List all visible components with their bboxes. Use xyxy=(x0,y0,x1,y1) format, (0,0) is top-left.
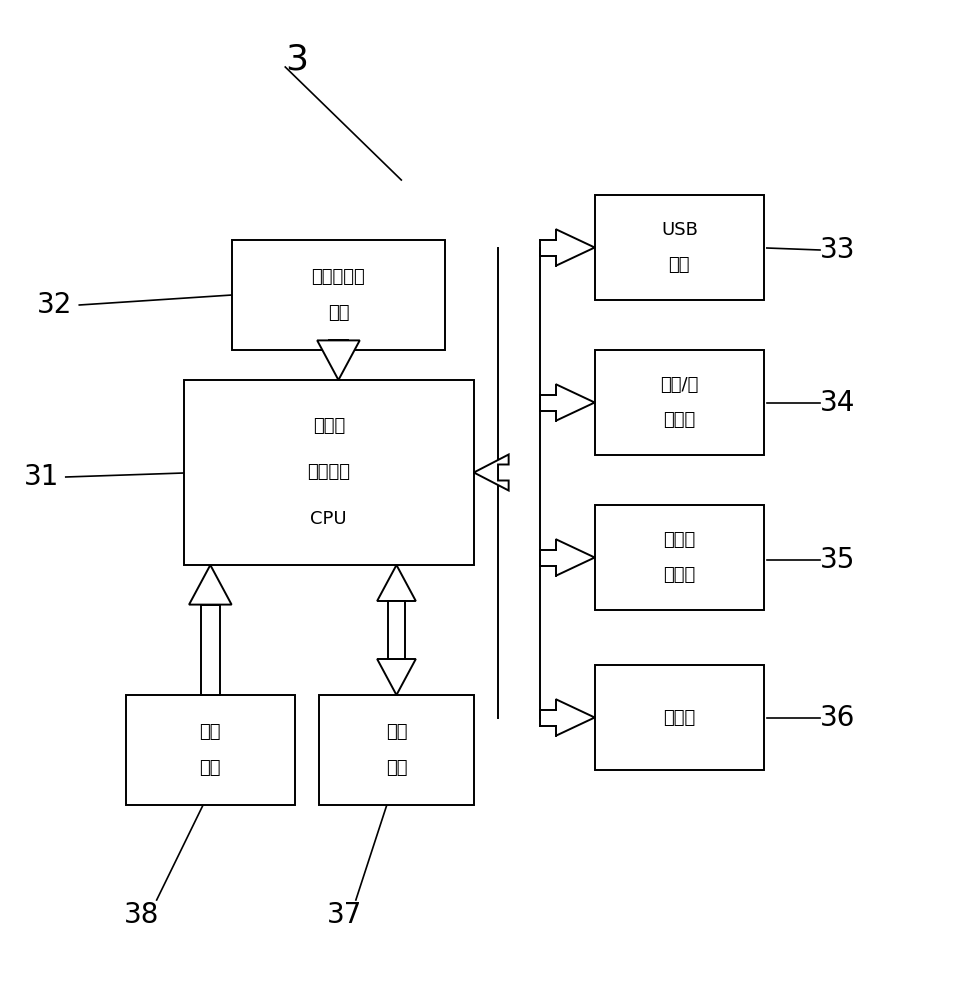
Bar xyxy=(201,605,220,695)
Bar xyxy=(388,601,405,659)
Text: 32: 32 xyxy=(37,291,73,319)
Text: 31: 31 xyxy=(24,463,60,491)
Text: 单片机: 单片机 xyxy=(312,417,345,435)
Bar xyxy=(595,195,764,300)
Text: 输出: 输出 xyxy=(668,256,690,274)
Text: 36: 36 xyxy=(820,704,856,732)
Polygon shape xyxy=(377,565,416,601)
Text: 电路: 电路 xyxy=(386,759,407,777)
Text: 烁警示: 烁警示 xyxy=(663,566,695,584)
Text: 输入: 输入 xyxy=(328,304,349,322)
Text: USB: USB xyxy=(660,221,698,239)
Text: 37: 37 xyxy=(327,901,363,929)
Polygon shape xyxy=(317,340,360,380)
Text: 34: 34 xyxy=(820,389,856,417)
Bar xyxy=(126,695,295,805)
Bar xyxy=(595,665,764,770)
Bar xyxy=(595,505,764,610)
Text: 汽车点烟器: 汽车点烟器 xyxy=(311,268,366,286)
Polygon shape xyxy=(377,659,416,695)
Text: 采样: 采样 xyxy=(199,759,221,777)
Text: 38: 38 xyxy=(124,901,160,929)
Bar xyxy=(184,380,474,565)
Polygon shape xyxy=(474,454,509,491)
Bar xyxy=(595,350,764,455)
Text: 控制单元: 控制单元 xyxy=(308,464,350,482)
Bar xyxy=(329,340,348,350)
Text: 对比: 对比 xyxy=(386,723,407,741)
Text: 33: 33 xyxy=(820,236,856,264)
Text: 电压: 电压 xyxy=(199,723,221,741)
Text: 35: 35 xyxy=(820,546,856,574)
Bar xyxy=(232,240,445,350)
Bar xyxy=(319,695,474,805)
Polygon shape xyxy=(190,565,232,605)
Text: 灯光闪: 灯光闪 xyxy=(663,531,695,549)
Text: CPU: CPU xyxy=(310,510,347,528)
Text: 3: 3 xyxy=(285,43,308,77)
Text: 报警器: 报警器 xyxy=(663,708,695,726)
Text: 间显示: 间显示 xyxy=(663,411,695,429)
Text: 电压/时: 电压/时 xyxy=(660,376,698,394)
